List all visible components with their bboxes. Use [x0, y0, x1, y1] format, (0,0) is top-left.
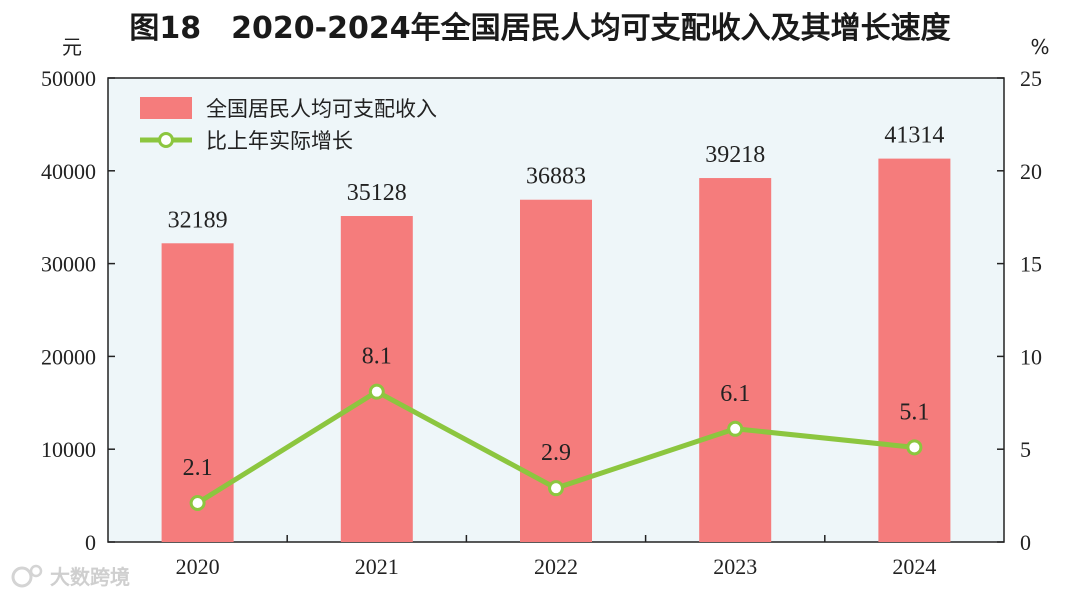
bar-value-label: 41314 — [884, 123, 944, 149]
left-tick-label: 50000 — [41, 66, 96, 91]
watermark-logo-icon — [11, 566, 33, 588]
bar — [161, 243, 234, 543]
bar-value-label: 32189 — [168, 207, 228, 233]
line-value-label: 5.1 — [899, 399, 929, 425]
left-tick-label: 40000 — [41, 159, 96, 184]
right-tick-label: 10 — [1020, 344, 1042, 369]
x-tick-label: 2021 — [355, 554, 399, 579]
legend: 全国居民人均可支配收入 比上年实际增长 — [140, 97, 437, 153]
legend-bar-swatch — [140, 97, 192, 119]
line-series — [189, 383, 923, 512]
line-point — [548, 480, 564, 497]
right-tick-label: 0 — [1020, 530, 1031, 555]
x-axis-ticks: 2020 2021 2022 2023 2024 — [176, 535, 936, 579]
right-axis-ticks: 0 5 10 15 20 25 — [997, 66, 1042, 555]
line-value-label: 6.1 — [720, 381, 750, 407]
watermark-logo-dot-icon — [29, 564, 43, 578]
bar-value-label: 36883 — [526, 164, 586, 190]
line-point — [727, 420, 744, 437]
right-tick-label: 20 — [1020, 159, 1042, 184]
left-tick-label: 0 — [85, 530, 96, 555]
line-point — [906, 439, 923, 456]
x-tick-label: 2020 — [176, 554, 220, 579]
bar — [878, 158, 951, 542]
bar — [699, 178, 772, 543]
line-value-labels: 2.1 8.1 2.9 6.1 5.1 — [183, 344, 930, 481]
right-axis-unit: % — [1030, 35, 1049, 59]
watermark: 大数跨境 — [11, 564, 130, 589]
chart-title: 图18 2020-2024年全国居民人均可支配收入及其增长速度 — [129, 11, 950, 46]
watermark-text: 大数跨境 — [50, 565, 130, 589]
line-value-label: 2.1 — [183, 455, 213, 481]
x-tick-label: 2024 — [892, 554, 936, 579]
left-tick-label: 10000 — [41, 437, 96, 462]
left-tick-label: 30000 — [41, 252, 96, 277]
right-tick-label: 15 — [1020, 252, 1042, 277]
line-point — [368, 383, 385, 400]
left-axis-unit: 元 — [62, 35, 82, 59]
bar-value-label: 39218 — [705, 142, 765, 168]
left-axis-ticks: 0 10000 20000 30000 40000 50000 — [41, 66, 115, 555]
right-tick-label: 25 — [1020, 66, 1042, 91]
legend-bar-label: 全国居民人均可支配收入 — [206, 97, 437, 121]
bar-value-labels: 32189 35128 36883 39218 41314 — [168, 123, 945, 234]
left-tick-label: 20000 — [41, 344, 96, 369]
line-value-label: 2.9 — [541, 440, 571, 466]
legend-line-label: 比上年实际增长 — [206, 129, 353, 153]
line-point — [189, 495, 206, 512]
bar-value-label: 35128 — [347, 180, 407, 206]
bar — [340, 216, 413, 543]
legend-line-marker — [158, 132, 174, 148]
line-value-label: 8.1 — [362, 344, 392, 370]
x-tick-label: 2023 — [713, 554, 757, 579]
right-tick-label: 5 — [1020, 437, 1031, 462]
x-tick-label: 2022 — [534, 554, 578, 579]
